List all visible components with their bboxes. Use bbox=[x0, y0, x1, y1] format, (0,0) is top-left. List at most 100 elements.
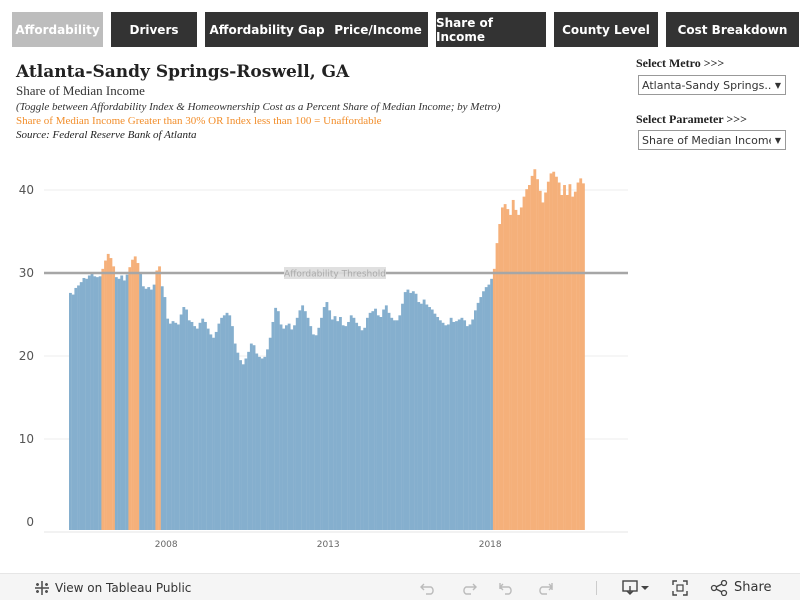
bar bbox=[255, 353, 259, 530]
bar bbox=[501, 207, 504, 530]
bar bbox=[330, 319, 334, 530]
bar bbox=[357, 326, 361, 530]
view-on-tableau-link[interactable]: View on Tableau Public bbox=[34, 574, 191, 600]
bar bbox=[355, 322, 359, 530]
bar bbox=[214, 331, 218, 530]
download-button[interactable] bbox=[622, 574, 650, 600]
revert-button[interactable] bbox=[498, 574, 516, 600]
parameter-select[interactable]: Share of Median Income ▼ bbox=[638, 130, 786, 150]
bar bbox=[339, 316, 342, 530]
tab-affordability-gap[interactable]: Affordability Gap bbox=[205, 12, 329, 47]
bar bbox=[104, 260, 107, 530]
bar bbox=[193, 326, 197, 530]
bar bbox=[482, 291, 485, 530]
bar bbox=[352, 317, 356, 530]
bar bbox=[395, 320, 399, 530]
bar bbox=[93, 276, 97, 530]
bar bbox=[360, 330, 364, 530]
bar bbox=[401, 303, 404, 530]
y-tick-label: 30 bbox=[19, 266, 34, 280]
fullscreen-button[interactable] bbox=[672, 574, 688, 600]
bar bbox=[217, 323, 221, 530]
bar bbox=[549, 173, 553, 530]
tab-drivers[interactable]: Drivers bbox=[111, 12, 197, 47]
chevron-down-icon: ▼ bbox=[774, 80, 782, 90]
tab-price-income[interactable]: Price/Income bbox=[328, 12, 428, 47]
source-note: Source: Federal Reserve Bank of Atlanta bbox=[16, 129, 197, 141]
share-of-income-chart[interactable]: 0 10 20 30 40 Affordability Threshold 2008 20… bbox=[0, 160, 640, 555]
threshold-group: Affordability Threshold bbox=[44, 267, 628, 280]
page-title: Atlanta-Sandy Springs-Roswell, GA bbox=[16, 62, 350, 82]
bar bbox=[314, 335, 318, 530]
bar bbox=[438, 320, 442, 530]
bar bbox=[452, 321, 456, 530]
bar bbox=[220, 317, 224, 530]
bar bbox=[168, 323, 172, 530]
refresh-button[interactable] bbox=[536, 574, 554, 600]
bar bbox=[85, 278, 89, 530]
chart-header: Atlanta-Sandy Springs-Roswell, GA Share … bbox=[16, 62, 616, 141]
bar bbox=[309, 326, 313, 530]
bar bbox=[136, 263, 140, 530]
bar bbox=[384, 305, 388, 530]
footer-divider bbox=[596, 581, 597, 595]
bar bbox=[398, 315, 402, 530]
redo-button[interactable] bbox=[459, 574, 477, 600]
tab-county-level[interactable]: County Level bbox=[554, 12, 658, 47]
bar bbox=[114, 277, 118, 530]
bar bbox=[71, 294, 75, 530]
metro-select-value: Atlanta-Sandy Springs... bbox=[642, 78, 771, 92]
bar bbox=[371, 311, 375, 530]
bar bbox=[225, 312, 229, 530]
bar bbox=[376, 315, 380, 530]
bar bbox=[274, 307, 278, 530]
share-button[interactable]: Share bbox=[710, 574, 772, 600]
bar bbox=[106, 253, 110, 530]
chart-note: (Toggle between Affordability Index & Ho… bbox=[16, 101, 501, 113]
redo-icon bbox=[459, 581, 477, 595]
bar bbox=[552, 171, 556, 531]
bar bbox=[536, 179, 539, 530]
bar bbox=[241, 364, 245, 530]
bar bbox=[87, 275, 91, 530]
bar bbox=[90, 273, 94, 530]
undo-button[interactable] bbox=[420, 574, 438, 600]
bar bbox=[471, 319, 475, 530]
bar bbox=[579, 178, 583, 530]
undo-icon bbox=[420, 581, 438, 595]
bar bbox=[306, 317, 310, 530]
bar bbox=[565, 194, 569, 531]
bar bbox=[519, 207, 523, 530]
metro-select[interactable]: Atlanta-Sandy Springs... ▼ bbox=[638, 75, 786, 95]
bar bbox=[112, 266, 116, 530]
bar bbox=[347, 321, 350, 530]
tab-affordability[interactable]: Affordability bbox=[12, 12, 103, 47]
bar bbox=[201, 318, 205, 530]
bar bbox=[325, 302, 329, 530]
bar bbox=[301, 305, 305, 530]
bar bbox=[349, 315, 353, 530]
tab-cost-breakdown[interactable]: Cost Breakdown bbox=[666, 12, 799, 47]
bar bbox=[204, 321, 207, 530]
bar bbox=[158, 266, 161, 530]
bar bbox=[563, 185, 566, 530]
bar bbox=[322, 307, 326, 530]
bar bbox=[268, 337, 272, 530]
bar bbox=[295, 317, 299, 530]
bar bbox=[177, 324, 180, 530]
bar bbox=[190, 321, 194, 530]
bar bbox=[568, 184, 572, 530]
bar bbox=[336, 321, 340, 530]
bar bbox=[244, 358, 248, 530]
bar bbox=[511, 199, 515, 530]
tab-share-of-income[interactable]: Share of Income bbox=[436, 12, 546, 47]
bar bbox=[293, 325, 296, 530]
chart-bars bbox=[69, 169, 585, 531]
bar bbox=[390, 317, 394, 530]
bar bbox=[468, 324, 472, 530]
bar bbox=[571, 196, 575, 530]
share-label: Share bbox=[734, 580, 772, 595]
bar bbox=[147, 287, 151, 530]
bar bbox=[509, 214, 512, 530]
bar bbox=[403, 292, 407, 530]
